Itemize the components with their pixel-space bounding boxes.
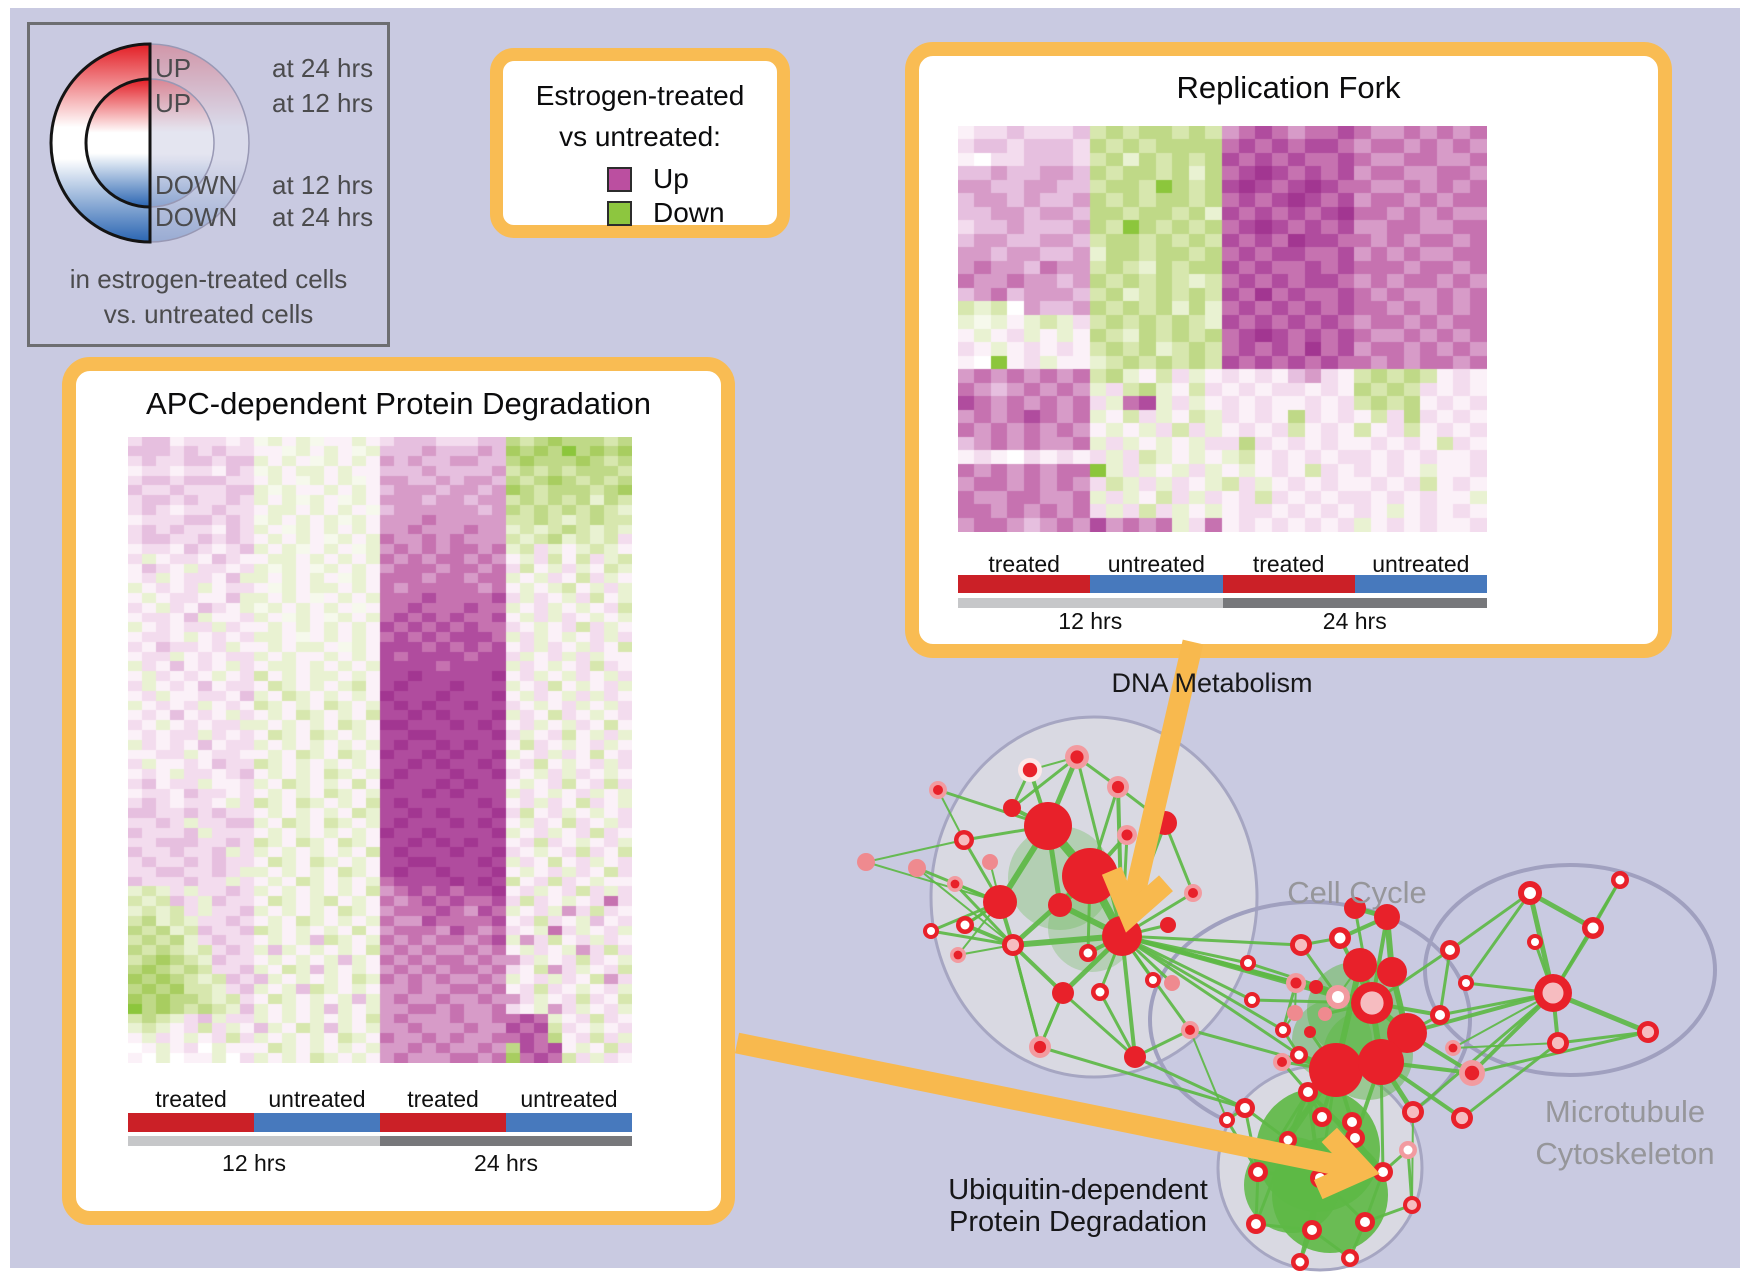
cluster-label-microtubule-line2: Cytoskeleton <box>1535 1136 1715 1171</box>
rf-untreated-bar <box>1090 575 1223 593</box>
legend-caption-line1: in estrogen-treated cells <box>69 264 348 294</box>
cluster-label-dna-metabolism: DNA Metabolism <box>1111 668 1313 698</box>
down-label: Down <box>653 197 725 228</box>
legend-caption-line2: vs. untreated cells <box>103 299 314 329</box>
updown-legend-box <box>27 22 390 347</box>
apc-group-label: treated <box>155 1086 227 1112</box>
apc-panel-title: APC-dependent Protein Degradation <box>146 386 651 421</box>
rf-group-label: treated <box>988 551 1060 577</box>
estrogen-legend-title1: Estrogen-treated <box>535 80 745 111</box>
rf-heatmap <box>958 126 1487 532</box>
rf-treated-bar <box>1222 575 1355 593</box>
rf-untreated-bar <box>1354 575 1487 593</box>
apc-heatmap <box>128 437 632 1063</box>
apc-time-label: 24 hrs <box>474 1150 538 1176</box>
rf-24hrs-bar <box>1222 598 1487 608</box>
rf-time-label: 24 hrs <box>1322 608 1387 634</box>
rf-time-label: 12 hrs <box>1058 608 1123 634</box>
apc-time-label: 12 hrs <box>222 1150 286 1176</box>
apc-group-label: treated <box>407 1086 479 1112</box>
rf-12hrs-bar <box>958 598 1223 608</box>
apc-treated-bar <box>128 1113 254 1132</box>
legend-down-12-time: at 12 hrs <box>272 170 374 200</box>
rf-group-label: untreated <box>1107 551 1205 577</box>
cluster-label-microtubule-line1: Microtubule <box>1544 1094 1706 1129</box>
apc-group-label: untreated <box>520 1086 618 1112</box>
rf-panel-title: Replication Fork <box>1176 70 1401 105</box>
rf-treated-bar <box>958 575 1091 593</box>
up-label: Up <box>653 163 689 194</box>
apc-treated-bar <box>380 1113 506 1132</box>
cluster-label-ubiquitin-line1: Ubiquitin-dependent <box>948 1174 1208 1206</box>
legend-up-12: UP <box>155 88 192 118</box>
down-color-swatch <box>607 201 632 226</box>
cluster-label-cell-cycle: Cell Cycle <box>1287 875 1427 910</box>
estrogen-legend-box <box>490 48 790 238</box>
legend-down-24: DOWN <box>155 202 238 232</box>
cluster-label-ubiquitin-line2: Protein Degradation <box>949 1206 1207 1238</box>
estrogen-legend-title2: vs untreated: <box>559 121 721 152</box>
apc-untreated-bar <box>506 1113 632 1132</box>
rf-group-label: treated <box>1252 551 1325 577</box>
apc-group-label: untreated <box>268 1086 366 1112</box>
legend-up-24-time: at 24 hrs <box>272 53 374 83</box>
rf-group-label: untreated <box>1372 551 1470 577</box>
apc-untreated-bar <box>254 1113 380 1132</box>
legend-down-24-time: at 24 hrs <box>272 202 374 232</box>
legend-up-24: UP <box>155 53 192 83</box>
apc-12hrs-bar <box>128 1136 380 1146</box>
legend-down-12: DOWN <box>155 170 238 200</box>
up-color-swatch <box>607 167 632 192</box>
legend-up-12-time: at 12 hrs <box>272 88 374 118</box>
apc-24hrs-bar <box>380 1136 632 1146</box>
